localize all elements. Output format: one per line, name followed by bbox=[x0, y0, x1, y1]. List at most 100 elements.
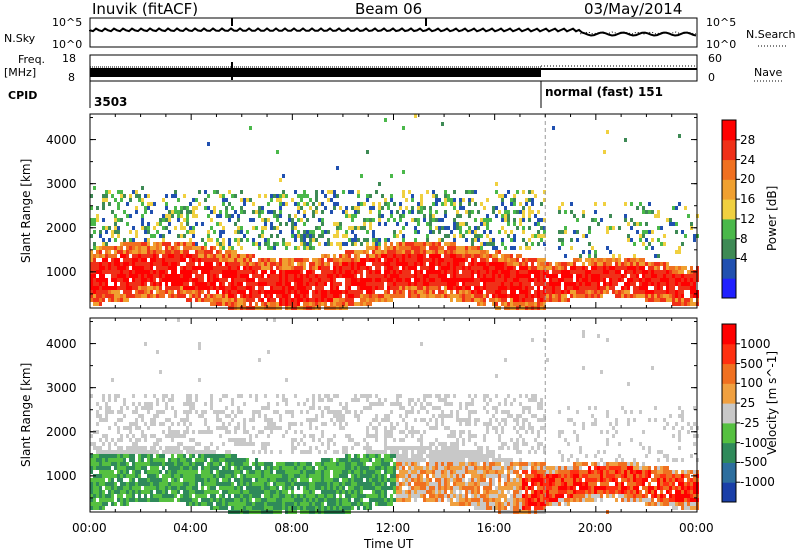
heat-cell bbox=[261, 506, 264, 510]
heat-cell bbox=[288, 410, 291, 414]
heat-cell bbox=[294, 266, 297, 270]
heat-cell bbox=[567, 298, 570, 302]
heat-cell bbox=[276, 214, 279, 218]
heat-cell bbox=[93, 286, 96, 290]
heat-cell bbox=[297, 194, 300, 198]
heat-cell bbox=[576, 294, 579, 298]
heat-cell bbox=[114, 486, 117, 490]
beam-label: Beam 06 bbox=[355, 0, 423, 18]
heat-cell bbox=[450, 242, 453, 246]
heat-cell bbox=[249, 262, 252, 266]
heat-cell bbox=[321, 430, 324, 434]
heat-cell bbox=[414, 114, 417, 118]
heat-cell bbox=[303, 474, 306, 478]
heat-cell bbox=[159, 494, 162, 498]
heat-cell bbox=[261, 430, 264, 434]
heat-cell bbox=[459, 202, 462, 206]
heat-cell bbox=[345, 462, 348, 466]
heat-cell bbox=[99, 494, 102, 498]
heat-cell bbox=[690, 302, 693, 306]
heat-cell bbox=[156, 402, 159, 406]
heat-cell bbox=[222, 270, 225, 274]
heat-cell bbox=[423, 282, 426, 286]
heat-cell bbox=[282, 242, 285, 246]
heat-cell bbox=[303, 298, 306, 302]
heat-cell bbox=[363, 262, 366, 266]
heat-cell bbox=[588, 294, 591, 298]
heat-cell bbox=[573, 282, 576, 286]
heat-cell bbox=[132, 434, 135, 438]
heat-cell bbox=[228, 242, 231, 246]
heat-cell bbox=[150, 270, 153, 274]
heat-cell bbox=[333, 234, 336, 238]
heat-cell bbox=[648, 278, 651, 282]
heat-cell bbox=[249, 506, 252, 510]
heat-cell bbox=[303, 242, 306, 246]
heat-cell bbox=[240, 502, 243, 506]
heat-cell bbox=[159, 462, 162, 466]
heat-cell bbox=[117, 290, 120, 294]
heat-cell bbox=[210, 258, 213, 262]
heat-cell bbox=[561, 242, 564, 246]
heat-cell bbox=[369, 222, 372, 226]
heat-cell bbox=[498, 194, 501, 198]
heat-cell bbox=[351, 242, 354, 246]
heat-cell bbox=[258, 478, 261, 482]
heat-cell bbox=[258, 214, 261, 218]
heat-cell bbox=[276, 242, 279, 246]
heat-cell bbox=[657, 278, 660, 282]
heat-cell bbox=[477, 270, 480, 274]
heat-cell bbox=[312, 266, 315, 270]
heat-cell bbox=[117, 250, 120, 254]
heat-cell bbox=[681, 290, 684, 294]
heat-cell bbox=[285, 502, 288, 506]
heat-cell bbox=[180, 242, 183, 246]
heat-cell bbox=[438, 270, 441, 274]
heat-cell bbox=[270, 234, 273, 238]
heat-cell bbox=[126, 246, 129, 250]
heat-cell bbox=[198, 298, 201, 302]
heat-cell bbox=[453, 190, 456, 194]
heat-cell bbox=[111, 482, 114, 486]
heat-cell bbox=[99, 298, 102, 302]
heat-cell bbox=[102, 470, 105, 474]
heat-cell bbox=[450, 282, 453, 286]
heat-cell bbox=[627, 222, 630, 226]
heat-cell bbox=[489, 290, 492, 294]
heat-cell bbox=[372, 254, 375, 258]
heat-cell bbox=[357, 458, 360, 462]
heat-cell bbox=[279, 462, 282, 466]
heat-cell bbox=[684, 206, 687, 210]
heat-cell bbox=[354, 242, 357, 246]
heat-cell bbox=[303, 302, 306, 306]
heat-cell bbox=[693, 274, 696, 278]
heat-cell bbox=[462, 206, 465, 210]
heat-cell bbox=[525, 242, 528, 246]
heat-cell bbox=[111, 290, 114, 294]
heat-cell bbox=[363, 266, 366, 270]
heat-cell bbox=[120, 266, 123, 270]
heat-cell bbox=[252, 262, 255, 266]
heat-cell bbox=[270, 506, 273, 510]
heat-cell bbox=[360, 174, 363, 178]
heat-cell bbox=[690, 298, 693, 302]
heat-cell bbox=[222, 502, 225, 506]
heat-cell bbox=[411, 274, 414, 278]
heat-cell bbox=[144, 462, 147, 466]
heat-cell bbox=[177, 434, 180, 438]
heat-cell bbox=[147, 426, 150, 430]
heat-cell bbox=[555, 286, 558, 290]
heat-cell bbox=[108, 450, 111, 454]
heat-cell bbox=[564, 294, 567, 298]
heat-cell bbox=[318, 466, 321, 470]
heat-cell bbox=[240, 458, 243, 462]
heat-cell bbox=[138, 426, 141, 430]
heat-cell bbox=[180, 434, 183, 438]
heat-cell bbox=[552, 298, 555, 302]
heat-cell bbox=[204, 402, 207, 406]
heat-cell bbox=[591, 218, 594, 222]
heat-cell bbox=[468, 266, 471, 270]
heat-cell bbox=[135, 282, 138, 286]
heat-cell bbox=[396, 278, 399, 282]
heat-cell bbox=[438, 282, 441, 286]
